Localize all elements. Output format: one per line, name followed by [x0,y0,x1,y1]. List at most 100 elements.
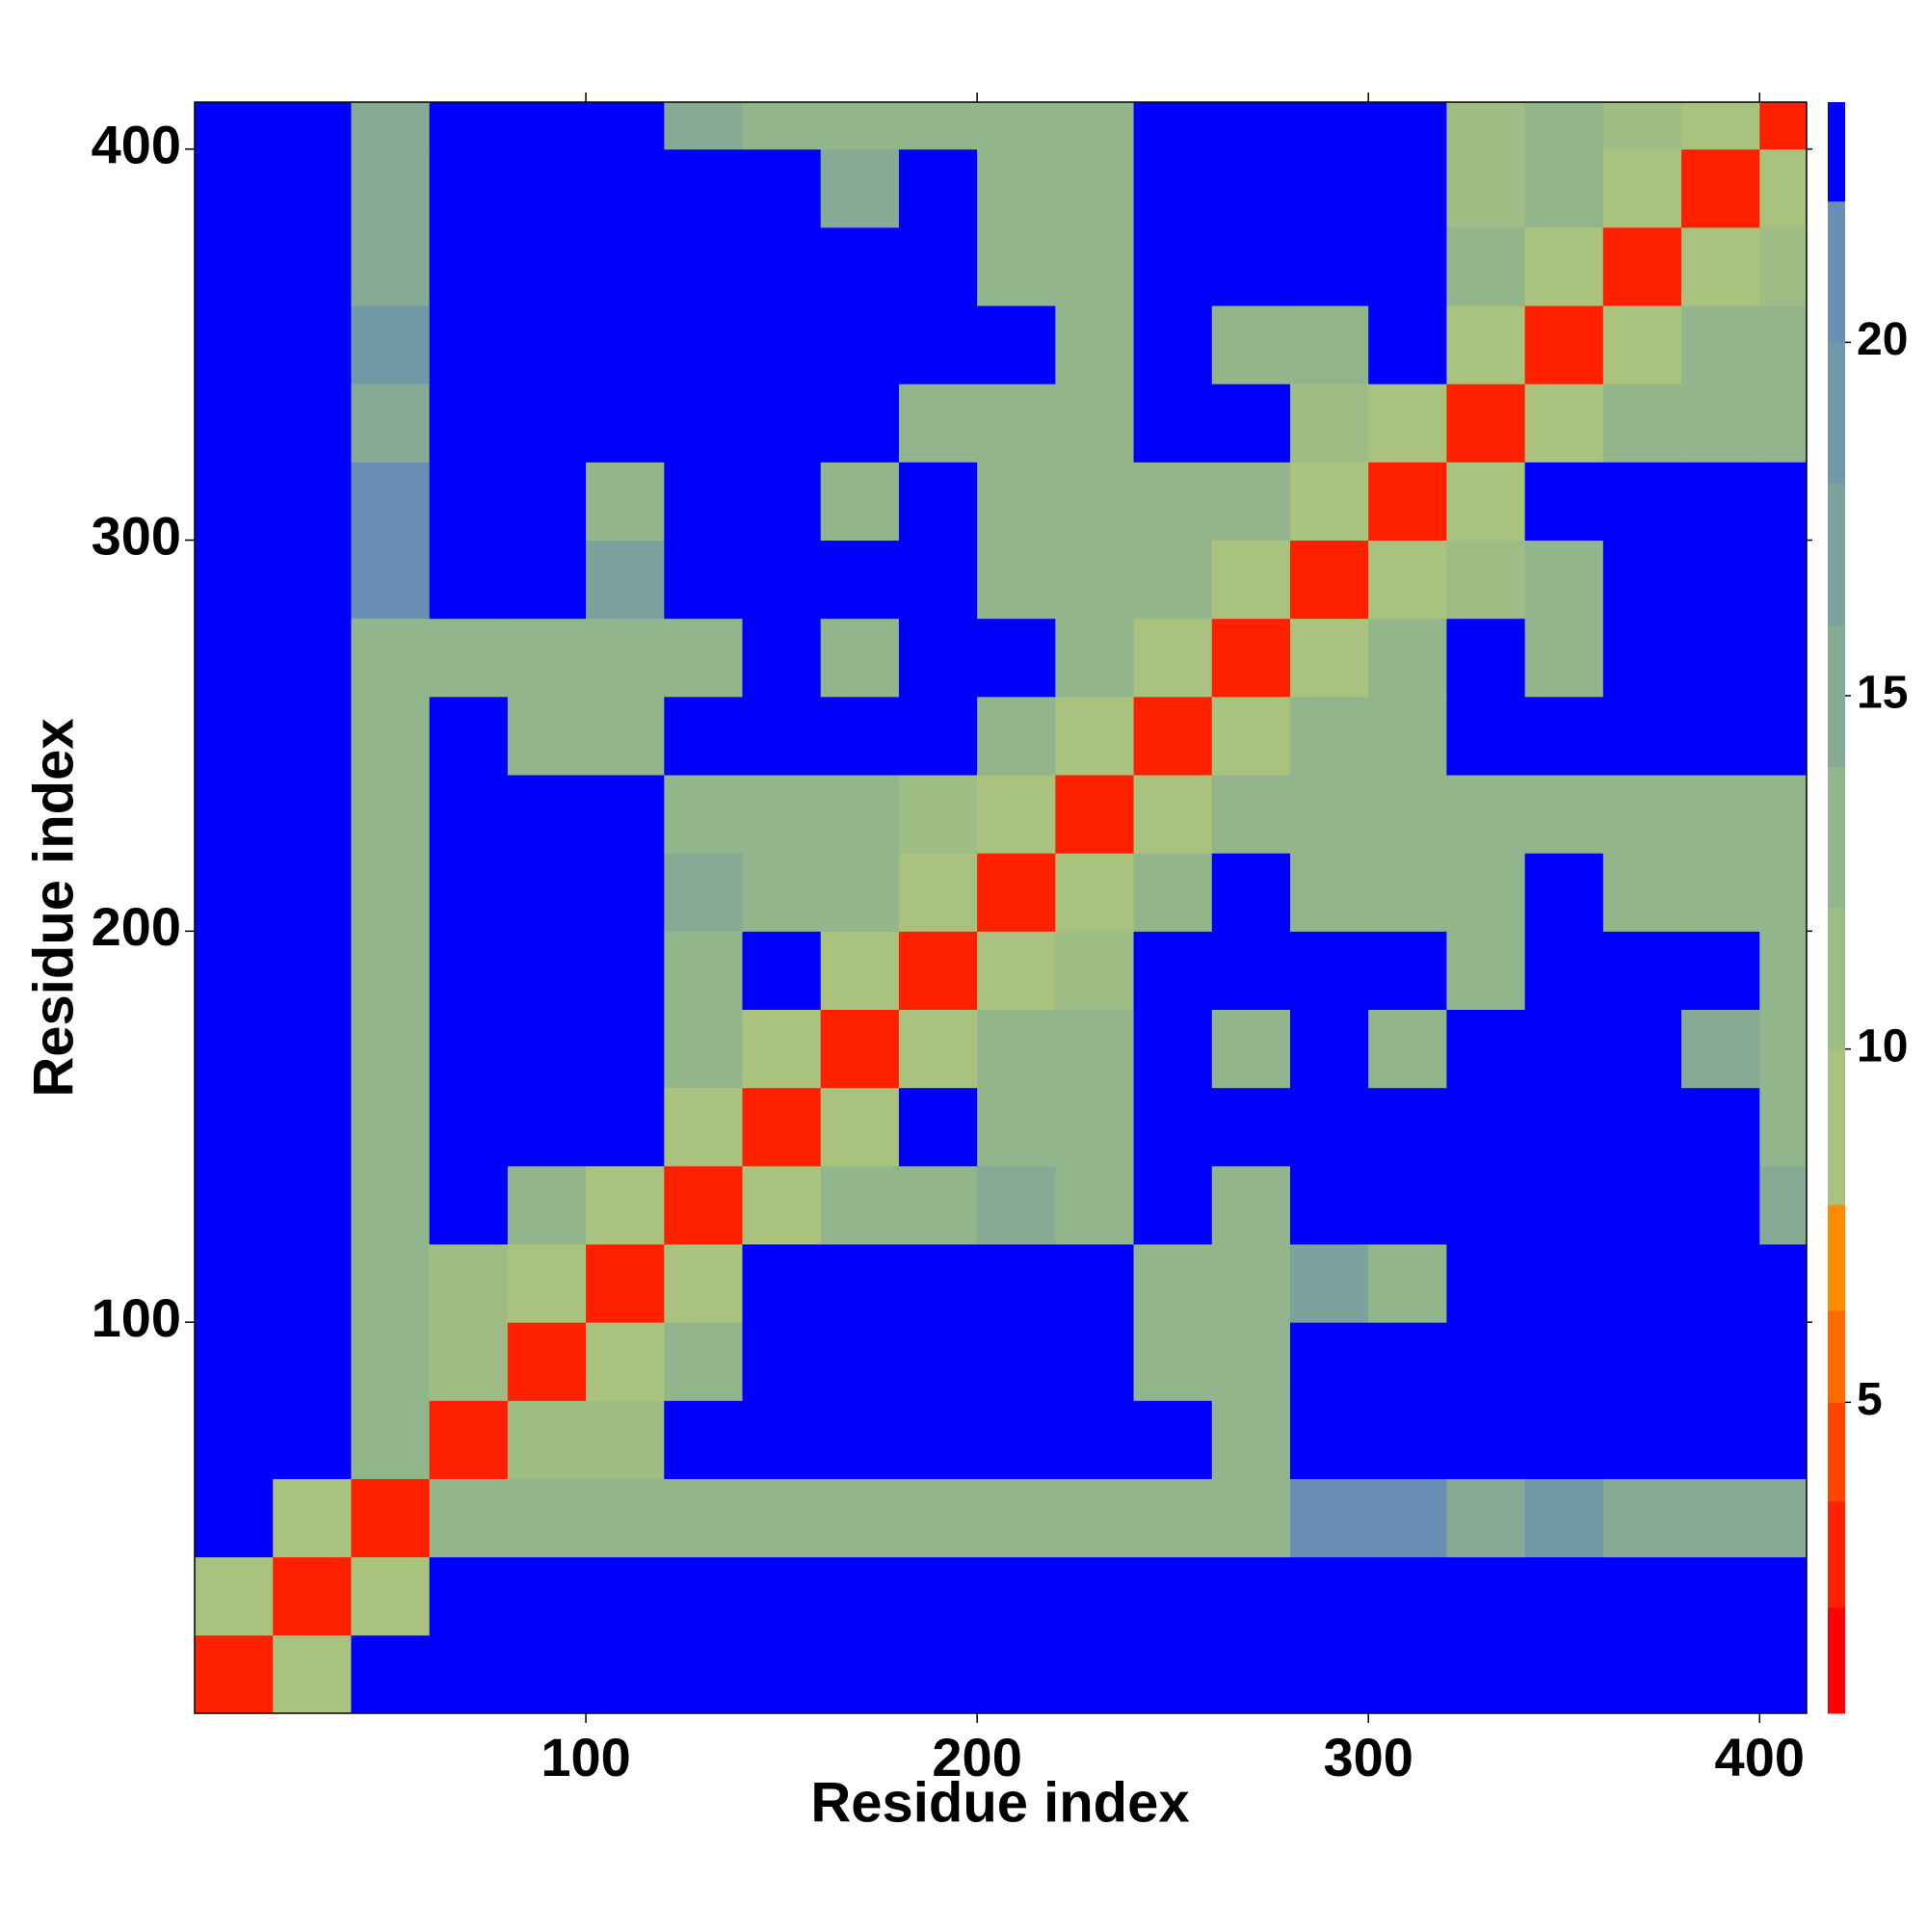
heatmap-cell [820,1322,900,1401]
colorbar-segment [1828,766,1845,909]
heatmap-cell [1289,1634,1369,1714]
heatmap-cell [1602,1556,1682,1636]
heatmap-cell [1133,1478,1213,1558]
heatmap-cell [1133,226,1213,306]
heatmap-cell [898,1322,978,1401]
heatmap-cell [351,1244,431,1323]
heatmap-cell [1524,305,1604,384]
heatmap-cell [977,1009,1056,1089]
heatmap-cell [429,148,509,228]
heatmap-cell [1759,1478,1808,1558]
heatmap-cell [1446,775,1526,854]
heatmap-cell [507,696,587,776]
heatmap-cell [273,1165,352,1245]
heatmap-cell [1211,305,1291,384]
heatmap-cell [1368,931,1447,1011]
heatmap-cell [1368,305,1447,384]
heatmap-cell [351,540,431,620]
heatmap-cell [507,775,587,854]
heatmap-cell [1524,1322,1604,1401]
heatmap-cell [898,1009,978,1089]
heatmap-cell [664,384,743,463]
heatmap-cell [586,1165,665,1245]
heatmap-cell [742,1244,822,1323]
heatmap-cell [1602,226,1682,306]
colorbar-segment [1828,1402,1845,1502]
heatmap-cell [1446,1165,1526,1245]
heatmap-cell [351,931,431,1011]
heatmap-cell [1681,696,1760,776]
heatmap-cell [977,305,1056,384]
heatmap-cell [820,305,900,384]
heatmap-cell [898,931,978,1011]
heatmap-cell [1524,1165,1604,1245]
heatmap-cell [1211,931,1291,1011]
heatmap-cell [1524,1478,1604,1558]
heatmap-cell [1289,696,1369,776]
heatmap-cell [977,1322,1056,1401]
heatmap-cell [742,540,822,620]
heatmap-cell [977,1165,1056,1245]
heatmap-cell [1681,1009,1760,1089]
heatmap-cell [1446,1478,1526,1558]
heatmap-cell [1368,853,1447,932]
heatmap-cell [273,931,352,1011]
heatmap-cell [1133,1009,1213,1089]
heatmap-cell [1602,853,1682,932]
heatmap-cell [1602,102,1682,150]
heatmap-cell [898,226,978,306]
heatmap-cell [1133,384,1213,463]
heatmap-cell [1602,1244,1682,1323]
heatmap-cell [664,931,743,1011]
heatmap-cell [977,1478,1056,1558]
heatmap-cell [1289,1478,1369,1558]
heatmap-cell [429,305,509,384]
heatmap-cell [1681,775,1760,854]
heatmap-cell [273,1400,352,1480]
heatmap-cell [1524,1634,1604,1714]
heatmap-cell [820,1087,900,1167]
heatmap-cell [1759,853,1808,932]
heatmap-cell [1133,540,1213,620]
heatmap-cell [1524,1556,1604,1636]
heatmap-cell [507,1009,587,1089]
heatmap-cell [195,1400,274,1480]
heatmap-cell [1524,696,1604,776]
heatmap-cell [820,1556,900,1636]
heatmap-cell [1759,775,1808,854]
heatmap-cell [1368,1478,1447,1558]
colorbar-segment [1828,908,1845,1050]
heatmap-cell [1289,1400,1369,1480]
heatmap-cell [898,384,978,463]
heatmap-cell [1681,618,1760,698]
heatmap-cell [586,384,665,463]
heatmap-cell [429,696,509,776]
heatmap-cell [1133,305,1213,384]
heatmap-cell [429,462,509,542]
heatmap-cell [1602,1400,1682,1480]
heatmap-cell [1368,775,1447,854]
heatmap-cell [1602,618,1682,698]
heatmap-cell [1211,226,1291,306]
heatmap-cell [1289,305,1369,384]
heatmap-cell [1211,1087,1291,1167]
heatmap-cell [1133,102,1213,150]
heatmap-cell [977,148,1056,228]
heatmap-cell [1681,102,1760,150]
heatmap-cell [977,102,1056,150]
heatmap-cell [195,931,274,1011]
heatmap-cell [1211,1634,1291,1714]
heatmap-cell [820,775,900,854]
heatmap-cell [351,1087,431,1167]
heatmap-cell [1602,148,1682,228]
heatmap-cell [586,1556,665,1636]
heatmap-cell [977,1400,1056,1480]
heatmap-cell [742,1400,822,1480]
heatmap-cell [1524,102,1604,150]
heatmap-cell [1681,1322,1760,1401]
heatmap-cell [195,853,274,932]
heatmap-cell [273,1556,352,1636]
heatmap-cell [898,1478,978,1558]
heatmap-cell [1289,1087,1369,1167]
heatmap-cell [820,931,900,1011]
